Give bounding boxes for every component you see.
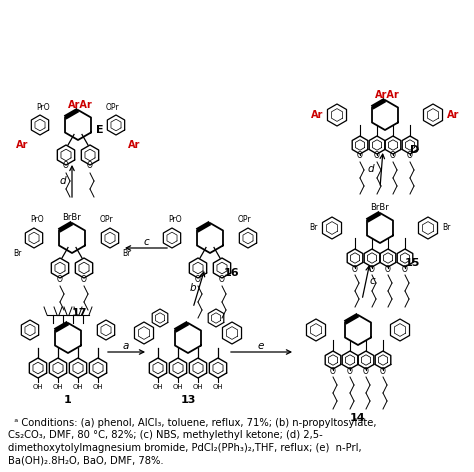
Text: O: O xyxy=(363,366,369,376)
Text: c: c xyxy=(370,276,376,286)
Text: 16: 16 xyxy=(224,268,240,278)
Text: BrBr: BrBr xyxy=(371,203,389,212)
Text: O: O xyxy=(390,152,396,160)
Text: OH: OH xyxy=(213,384,223,390)
Text: c: c xyxy=(143,237,149,247)
Text: Cs₂CO₃, DMF, 80 °C, 82%; (c) NBS, methylethyl ketone; (d) 2,5-: Cs₂CO₃, DMF, 80 °C, 82%; (c) NBS, methyl… xyxy=(8,430,323,440)
Text: Br: Br xyxy=(442,224,450,233)
Text: O: O xyxy=(330,366,336,376)
Text: D: D xyxy=(410,145,419,155)
Text: Ba(OH)₂.8H₂O, BaO, DMF, 78%.: Ba(OH)₂.8H₂O, BaO, DMF, 78%. xyxy=(8,455,164,465)
Text: O: O xyxy=(63,161,69,170)
Text: E: E xyxy=(96,125,104,135)
Text: Ar: Ar xyxy=(16,140,28,150)
Text: OH: OH xyxy=(193,384,203,390)
Text: BrBr: BrBr xyxy=(63,213,82,222)
Text: a: a xyxy=(123,341,129,351)
Text: d: d xyxy=(59,176,66,186)
Text: PrO: PrO xyxy=(30,216,44,225)
Text: OH: OH xyxy=(33,384,43,390)
Text: O: O xyxy=(385,264,391,273)
Text: 13: 13 xyxy=(180,395,196,405)
Text: Br: Br xyxy=(14,248,22,258)
Text: OPr: OPr xyxy=(238,216,252,225)
Text: 14: 14 xyxy=(350,413,366,423)
Text: O: O xyxy=(407,152,413,160)
Text: O: O xyxy=(357,152,363,160)
Text: O: O xyxy=(369,264,375,273)
Text: Br: Br xyxy=(310,224,318,233)
Text: dimethoxytolylmagnesium bromide, PdCl₂(PPh₃)₂,THF, reflux; (e)  n-PrI,: dimethoxytolylmagnesium bromide, PdCl₂(P… xyxy=(8,443,362,453)
Text: OH: OH xyxy=(93,384,103,390)
Text: O: O xyxy=(402,264,408,273)
Text: OPr: OPr xyxy=(100,216,114,225)
Text: b: b xyxy=(190,283,196,293)
Text: OPr: OPr xyxy=(106,102,119,111)
Text: Br: Br xyxy=(122,248,130,258)
Text: PrO: PrO xyxy=(36,102,50,111)
Text: O: O xyxy=(57,275,63,284)
Text: ᵃ Conditions: (a) phenol, AlCl₃, toluene, reflux, 71%; (b) n-propyltosylate,: ᵃ Conditions: (a) phenol, AlCl₃, toluene… xyxy=(8,418,376,428)
Text: 17: 17 xyxy=(72,308,88,318)
Text: Ar: Ar xyxy=(310,110,323,120)
Text: O: O xyxy=(81,275,87,284)
Text: OH: OH xyxy=(53,384,64,390)
Text: 15: 15 xyxy=(405,258,420,268)
Text: ArAr: ArAr xyxy=(374,90,400,100)
Text: OH: OH xyxy=(73,384,83,390)
Text: O: O xyxy=(219,275,225,284)
Text: Ar: Ar xyxy=(447,110,459,120)
Text: d: d xyxy=(367,164,374,174)
Text: O: O xyxy=(195,275,201,284)
Text: OH: OH xyxy=(173,384,183,390)
Text: O: O xyxy=(347,366,353,376)
Text: 1: 1 xyxy=(64,395,72,405)
Text: O: O xyxy=(87,161,93,170)
Text: O: O xyxy=(374,152,380,160)
Text: PrO: PrO xyxy=(168,216,182,225)
Text: O: O xyxy=(380,366,386,376)
Text: Ar: Ar xyxy=(128,140,140,150)
Text: e: e xyxy=(258,341,264,351)
Text: OH: OH xyxy=(153,384,164,390)
Text: ArAr: ArAr xyxy=(68,100,92,110)
Text: O: O xyxy=(352,264,358,273)
